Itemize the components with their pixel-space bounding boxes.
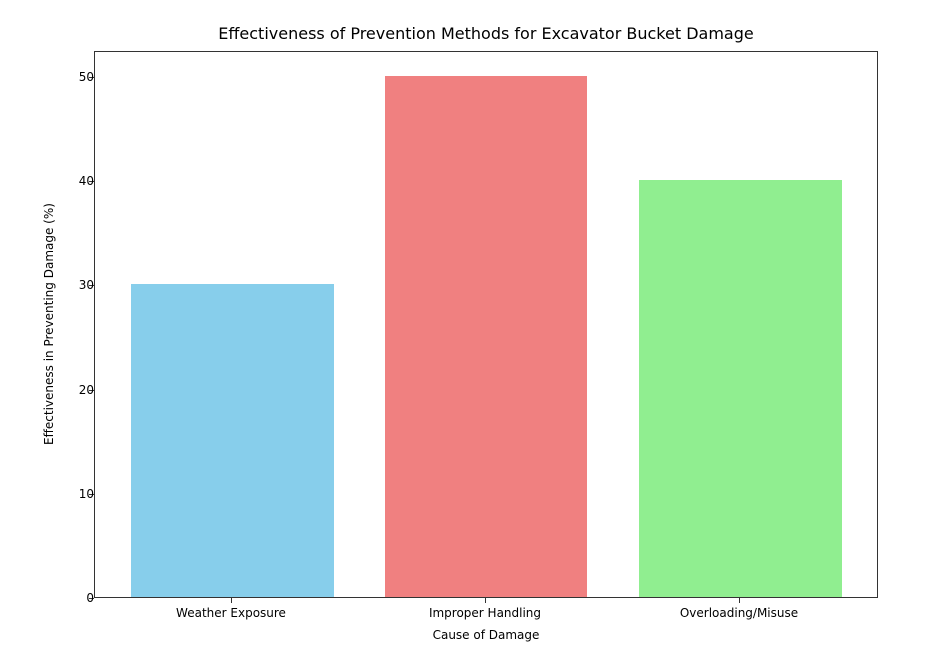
xtick-label: Improper Handling <box>428 606 542 620</box>
bar-improper-handling <box>385 76 587 597</box>
plot-area <box>94 51 878 598</box>
ytick-label: 0 <box>86 591 94 605</box>
x-axis-label: Cause of Damage <box>432 628 540 642</box>
chart-title: Effectiveness of Prevention Methods for … <box>218 24 754 43</box>
ytick-mark <box>89 390 94 391</box>
xtick-label: Overloading/Misuse <box>679 606 799 620</box>
xtick-mark <box>231 598 232 603</box>
bar-weather-exposure <box>131 284 334 597</box>
ytick-label: 20 <box>78 383 94 397</box>
xtick-mark <box>739 598 740 603</box>
ytick-label: 40 <box>78 174 94 188</box>
ytick-mark <box>89 285 94 286</box>
xtick-mark <box>485 598 486 603</box>
ytick-label: 50 <box>78 70 94 84</box>
ytick-label: 10 <box>78 487 94 501</box>
ytick-mark <box>89 77 94 78</box>
xtick-label: Weather Exposure <box>176 606 286 620</box>
ytick-mark <box>89 181 94 182</box>
bar-overloading-misuse <box>639 180 842 597</box>
ytick-label: 30 <box>78 278 94 292</box>
y-axis-label: Effectiveness in Preventing Damage (%) <box>42 203 56 445</box>
ytick-mark <box>89 494 94 495</box>
ytick-mark <box>89 598 94 599</box>
